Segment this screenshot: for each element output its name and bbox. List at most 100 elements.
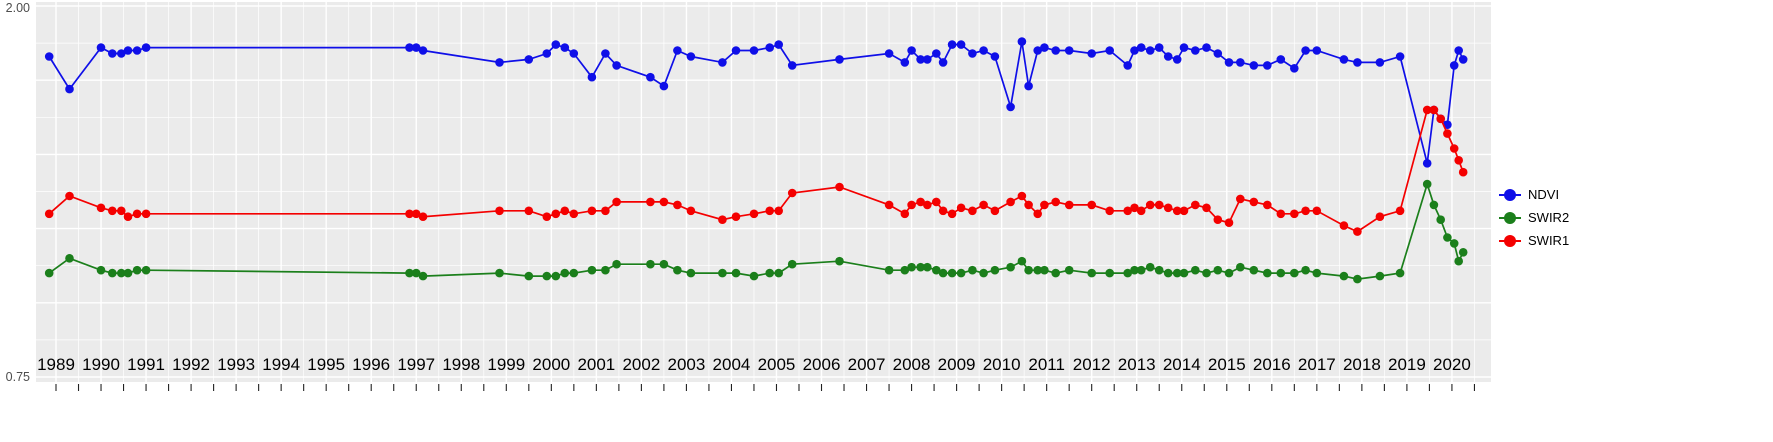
data-point — [731, 46, 741, 55]
data-point — [1051, 268, 1060, 278]
data-point — [569, 49, 579, 58]
data-point — [569, 209, 579, 219]
data-point — [1375, 271, 1385, 281]
legend: NDVI SWIR2 SWIR1 — [1499, 186, 1569, 250]
data-point — [1339, 55, 1349, 64]
data-point — [956, 40, 966, 49]
data-point — [900, 209, 910, 219]
data-point — [1454, 256, 1463, 266]
x-axis-label: 1998 — [442, 355, 480, 374]
data-point — [1436, 215, 1445, 224]
data-point — [96, 203, 106, 213]
data-point — [646, 72, 655, 82]
data-point — [947, 40, 957, 49]
data-point — [1033, 209, 1042, 219]
data-point — [1276, 268, 1286, 278]
legend-item-swir1: SWIR1 — [1499, 232, 1569, 250]
data-point — [1105, 46, 1114, 55]
x-axis-label: 2013 — [1118, 355, 1156, 374]
x-axis-label: 2019 — [1388, 355, 1426, 374]
data-point — [1145, 200, 1155, 210]
data-point — [787, 61, 797, 70]
data-point — [1263, 268, 1272, 278]
data-point — [1154, 265, 1164, 275]
data-point — [1290, 209, 1299, 219]
data-point — [495, 268, 504, 278]
legend-label-swir2: SWIR2 — [1528, 210, 1570, 225]
data-point — [749, 209, 759, 219]
legend-key-swir1-icon — [1499, 233, 1521, 249]
data-point — [1449, 61, 1459, 70]
data-point — [787, 259, 797, 269]
data-point — [1395, 206, 1405, 216]
data-point — [1422, 105, 1432, 115]
data-point — [1290, 268, 1299, 278]
data-point — [1145, 262, 1155, 272]
data-point — [612, 61, 621, 70]
data-point — [1154, 200, 1164, 210]
data-point — [418, 212, 428, 221]
data-point — [1301, 265, 1310, 275]
data-point — [1136, 265, 1146, 275]
data-point — [542, 212, 552, 221]
panel-background — [36, 2, 1491, 382]
data-point — [659, 259, 669, 269]
data-point — [1202, 203, 1211, 213]
data-point — [1130, 203, 1139, 213]
data-point — [1033, 46, 1042, 55]
data-point — [884, 49, 894, 58]
y-axis-label-bottom: 0.75 — [6, 370, 30, 384]
data-point — [1236, 58, 1245, 67]
data-point — [1276, 55, 1286, 64]
data-point — [551, 209, 561, 219]
data-point — [1191, 200, 1200, 210]
x-axis-label: 2007 — [848, 355, 886, 374]
data-point — [673, 46, 682, 55]
x-axis-label: 1993 — [217, 355, 255, 374]
data-point — [1224, 268, 1234, 278]
data-point — [718, 215, 727, 224]
data-point — [923, 200, 932, 210]
legend-dot-swatch — [1504, 189, 1516, 201]
data-point — [787, 188, 797, 198]
data-point — [1395, 52, 1405, 61]
data-point — [1458, 55, 1468, 64]
data-point — [731, 268, 741, 278]
x-axis-label: 2017 — [1298, 355, 1336, 374]
data-point — [1123, 268, 1132, 278]
data-point — [405, 209, 414, 219]
data-point — [835, 182, 844, 192]
data-point — [495, 58, 504, 67]
series-line-ndvi — [48, 41, 1464, 164]
data-point — [1024, 200, 1033, 210]
legend-item-swir2: SWIR2 — [1499, 209, 1569, 227]
data-point — [1224, 58, 1234, 67]
data-point — [1154, 43, 1164, 52]
data-point — [1040, 43, 1049, 52]
data-point — [524, 271, 534, 281]
data-point — [968, 206, 977, 216]
data-point — [1395, 268, 1405, 278]
data-point — [123, 46, 133, 55]
data-point — [1443, 233, 1452, 242]
data-point — [1422, 179, 1432, 189]
data-point — [659, 197, 669, 207]
data-point — [96, 265, 106, 275]
data-point — [1339, 271, 1349, 281]
data-point — [749, 271, 759, 281]
data-point — [1006, 262, 1015, 272]
data-point — [923, 262, 932, 272]
data-point — [1213, 49, 1223, 58]
data-point — [1040, 265, 1049, 275]
x-axis-label: 1999 — [487, 355, 525, 374]
data-point — [1290, 64, 1299, 73]
data-point — [1263, 200, 1272, 210]
data-point — [411, 268, 421, 278]
data-point — [938, 58, 948, 67]
data-point — [1312, 268, 1322, 278]
data-point — [1017, 256, 1027, 266]
data-point — [1163, 52, 1173, 61]
data-point — [968, 265, 977, 275]
x-axis-label: 2004 — [713, 355, 751, 374]
